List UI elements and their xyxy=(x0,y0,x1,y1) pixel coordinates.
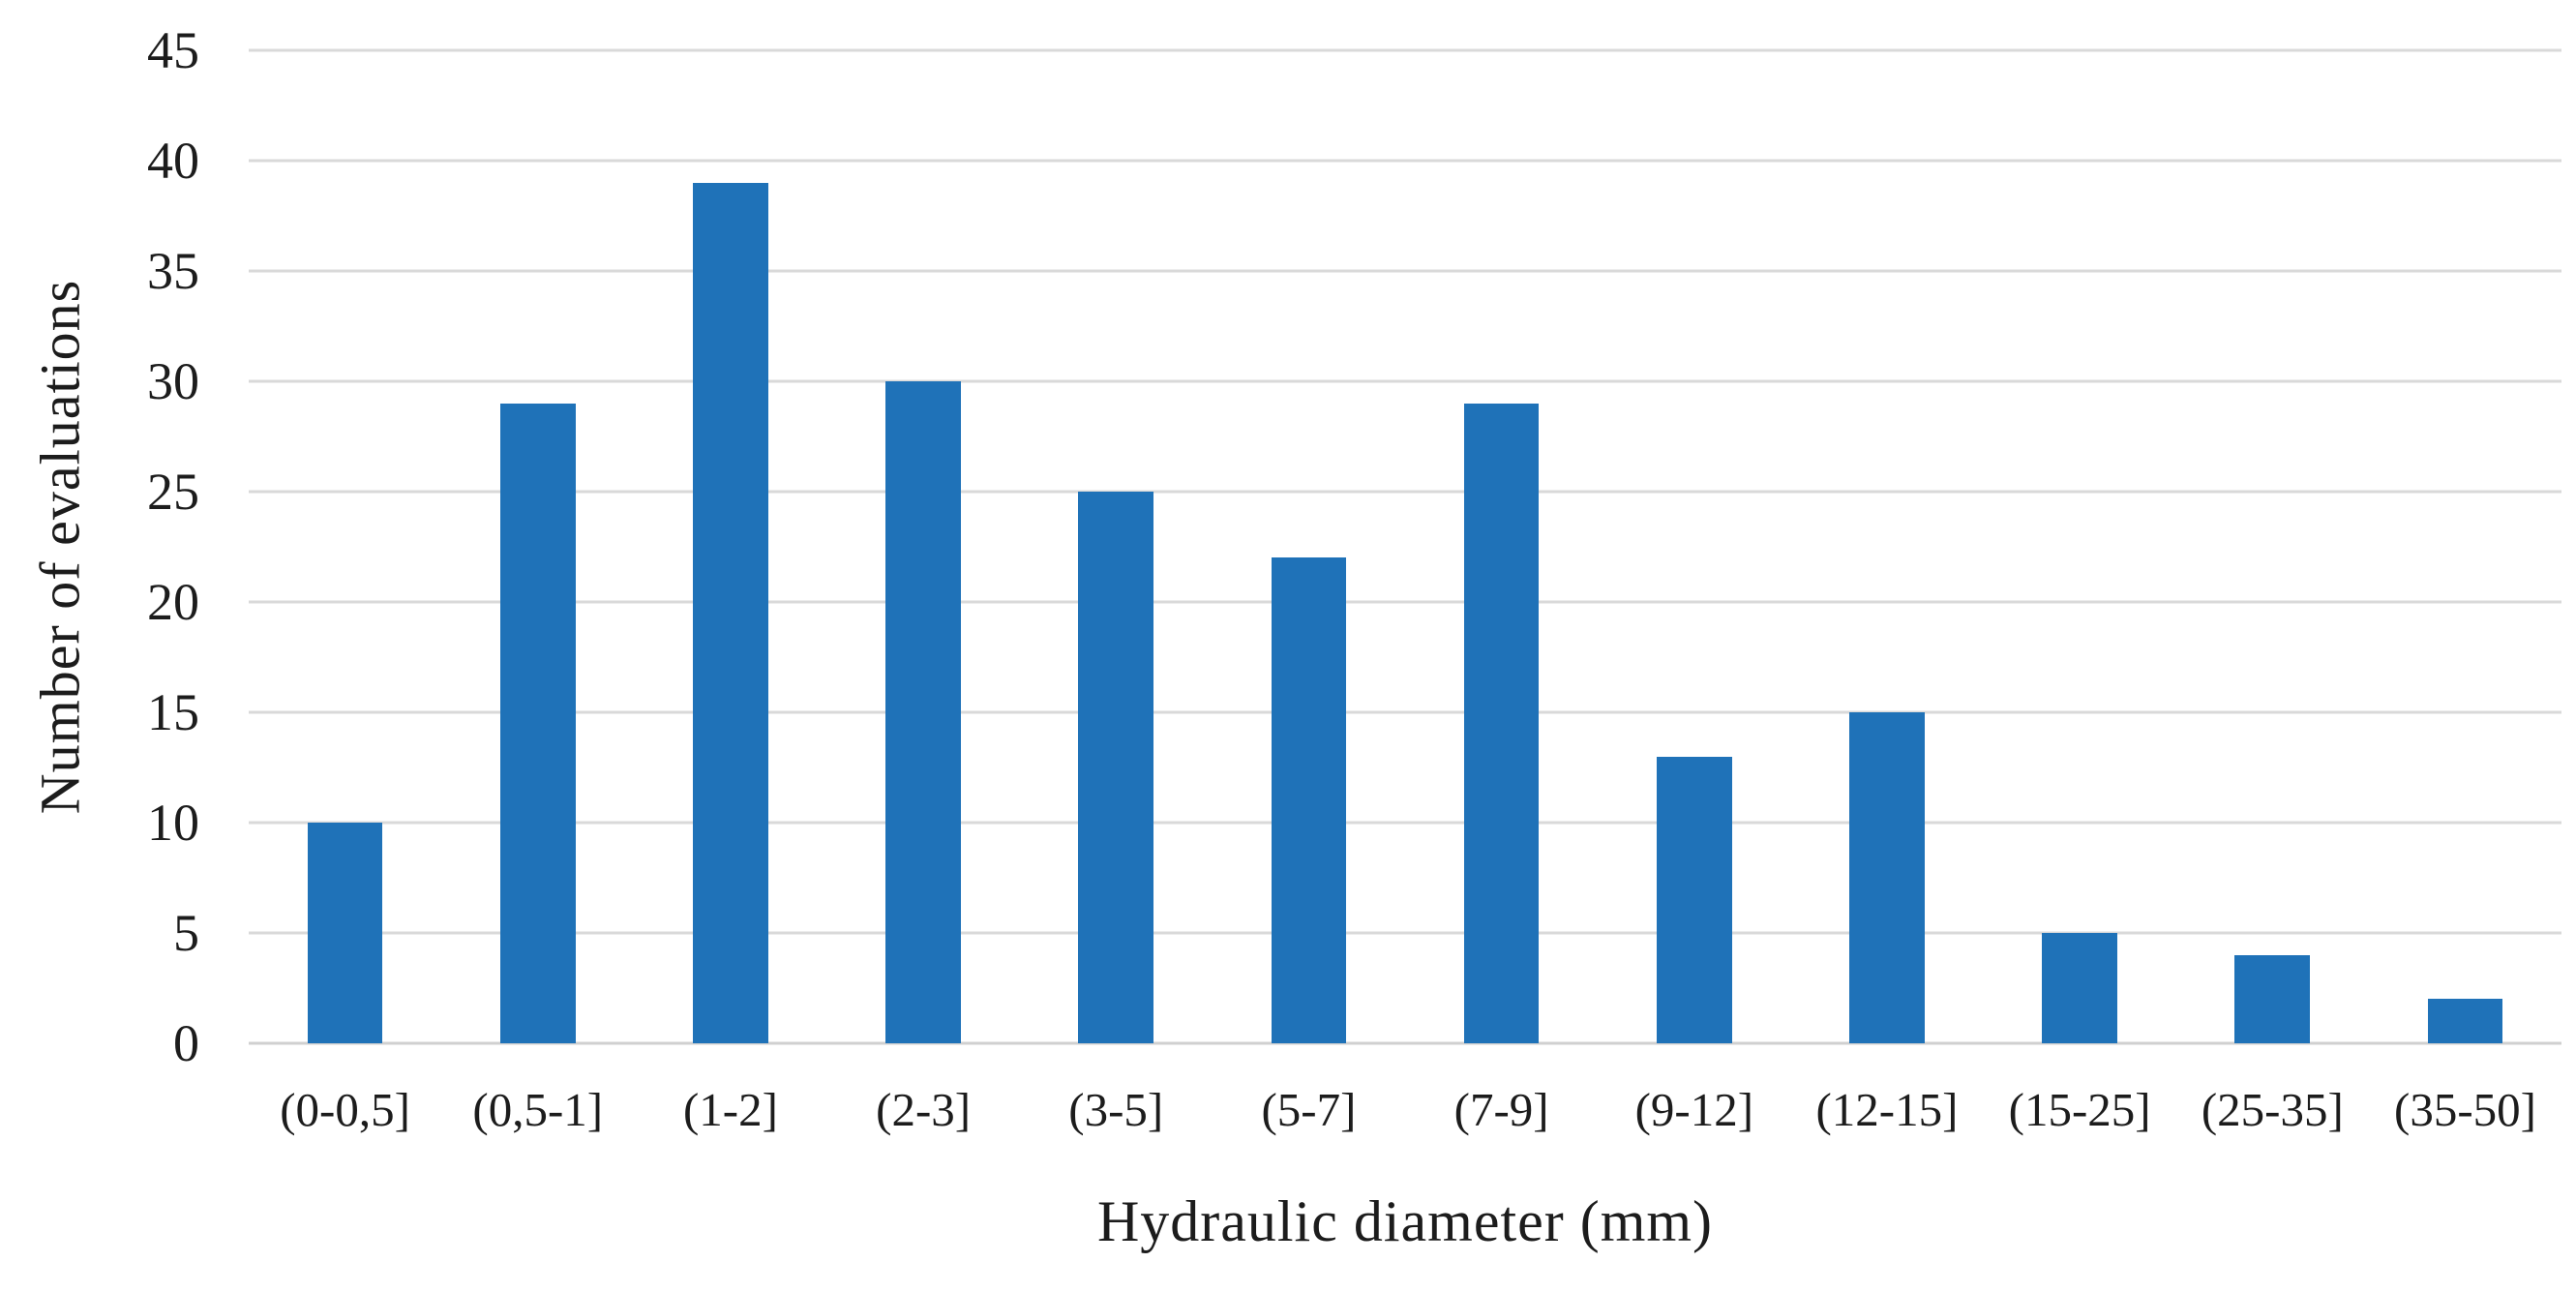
y-tick-label: 35 xyxy=(147,242,199,300)
gridline xyxy=(249,931,2561,935)
bar xyxy=(499,403,576,1043)
bar-slot xyxy=(2176,50,2369,1043)
gridline xyxy=(249,600,2561,604)
gridline xyxy=(249,159,2561,163)
y-tick-label: 10 xyxy=(147,794,199,852)
y-tick-label: 20 xyxy=(147,573,199,631)
gridline xyxy=(249,821,2561,825)
x-tick-label: (7-9] xyxy=(1453,1083,1549,1136)
bar-slot xyxy=(1790,50,1983,1043)
x-axis-title: Hydraulic diameter (mm) xyxy=(1096,1189,1714,1253)
plot-area xyxy=(249,48,2561,1045)
bar-slot xyxy=(441,50,634,1043)
y-tick-label: 25 xyxy=(147,463,199,521)
x-axis-tick-labels: (0-0,5] (0,5-1] (1-2] (2-3] (3-5] (5-7] (7-9] (… xyxy=(249,1082,2561,1139)
x-tick-label: (5-7] xyxy=(1261,1083,1357,1136)
bar-slot xyxy=(827,50,1020,1043)
bar xyxy=(1849,712,1925,1043)
y-tick-label: 0 xyxy=(173,1014,199,1072)
bar-series xyxy=(249,50,2561,1043)
x-tick-label: (3-5] xyxy=(1068,1083,1164,1136)
bar-slot xyxy=(634,50,826,1043)
bar xyxy=(307,823,383,1043)
bar xyxy=(2234,954,2311,1043)
x-tick-label: (35-50] xyxy=(2394,1083,2536,1136)
gridline xyxy=(249,48,2561,52)
bar xyxy=(1078,492,1154,1043)
gridline xyxy=(249,490,2561,494)
x-tick-label: (15-25] xyxy=(2008,1083,2151,1136)
bar-slot xyxy=(2369,50,2561,1043)
bar xyxy=(2427,999,2503,1043)
bar-slot xyxy=(1598,50,1790,1043)
bar xyxy=(885,381,961,1043)
bar xyxy=(1271,557,1347,1043)
bar-slot xyxy=(1213,50,1405,1043)
y-tick-label: 15 xyxy=(147,683,199,741)
x-tick-label: (2-3] xyxy=(876,1083,972,1136)
x-tick-label: (0,5-1] xyxy=(472,1083,604,1136)
y-axis-tick-labels: 0 5 10 15 20 25 30 35 40 45 xyxy=(0,24,225,1069)
gridline xyxy=(249,379,2561,383)
baseline-gridline xyxy=(249,1041,2561,1045)
x-tick-label: (1-2] xyxy=(682,1083,778,1136)
bar-slot xyxy=(1405,50,1598,1043)
gridline xyxy=(249,710,2561,714)
y-tick-label: 30 xyxy=(147,352,199,410)
bar xyxy=(1463,403,1540,1043)
gridline xyxy=(249,269,2561,273)
bar xyxy=(693,182,768,1043)
x-tick-label: (25-35] xyxy=(2201,1083,2344,1136)
bar-slot xyxy=(1020,50,1213,1043)
x-tick-label: (9-12] xyxy=(1634,1083,1754,1136)
y-tick-label: 45 xyxy=(147,21,199,79)
bar xyxy=(2042,933,2117,1043)
y-tick-label: 40 xyxy=(147,132,199,190)
bar-slot xyxy=(1984,50,2176,1043)
y-tick-label: 5 xyxy=(173,904,199,962)
x-tick-label: (0-0,5] xyxy=(280,1083,410,1136)
bar xyxy=(1656,756,1732,1043)
x-tick-label: (12-15] xyxy=(1815,1083,1959,1136)
bar-slot xyxy=(249,50,441,1043)
